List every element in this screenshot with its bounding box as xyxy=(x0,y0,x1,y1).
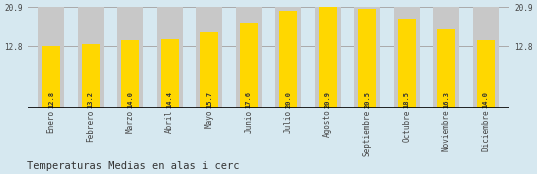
Bar xyxy=(118,7,143,108)
Text: Temperaturas Medias en alas i cerc: Temperaturas Medias en alas i cerc xyxy=(27,161,240,171)
Bar xyxy=(197,7,222,108)
Bar xyxy=(82,44,100,108)
Text: 16.3: 16.3 xyxy=(443,90,449,108)
Text: 20.0: 20.0 xyxy=(285,90,291,108)
Text: 14.0: 14.0 xyxy=(483,90,489,108)
Text: 14.0: 14.0 xyxy=(127,90,133,108)
Text: 20.9: 20.9 xyxy=(325,90,331,108)
Bar xyxy=(42,46,60,108)
Bar xyxy=(437,29,455,108)
Bar xyxy=(78,7,104,108)
Bar xyxy=(433,7,459,108)
Bar xyxy=(38,7,64,108)
Bar xyxy=(473,7,499,108)
Bar xyxy=(157,7,183,108)
Bar xyxy=(200,32,218,108)
Bar xyxy=(240,23,258,108)
Text: 13.2: 13.2 xyxy=(88,90,94,108)
Bar xyxy=(358,9,376,108)
Bar xyxy=(315,7,340,108)
Text: 15.7: 15.7 xyxy=(206,90,212,108)
Bar xyxy=(319,7,337,108)
Text: 18.5: 18.5 xyxy=(404,90,410,108)
Bar xyxy=(477,41,495,108)
Text: 12.8: 12.8 xyxy=(48,90,54,108)
Text: 14.4: 14.4 xyxy=(167,90,173,108)
Text: 20.5: 20.5 xyxy=(364,90,370,108)
Bar xyxy=(279,11,297,108)
Bar xyxy=(236,7,262,108)
Bar xyxy=(275,7,301,108)
Text: 17.6: 17.6 xyxy=(246,90,252,108)
Bar xyxy=(121,41,139,108)
Bar xyxy=(354,7,380,108)
Bar xyxy=(398,19,416,108)
Bar xyxy=(161,38,179,108)
Bar xyxy=(394,7,419,108)
